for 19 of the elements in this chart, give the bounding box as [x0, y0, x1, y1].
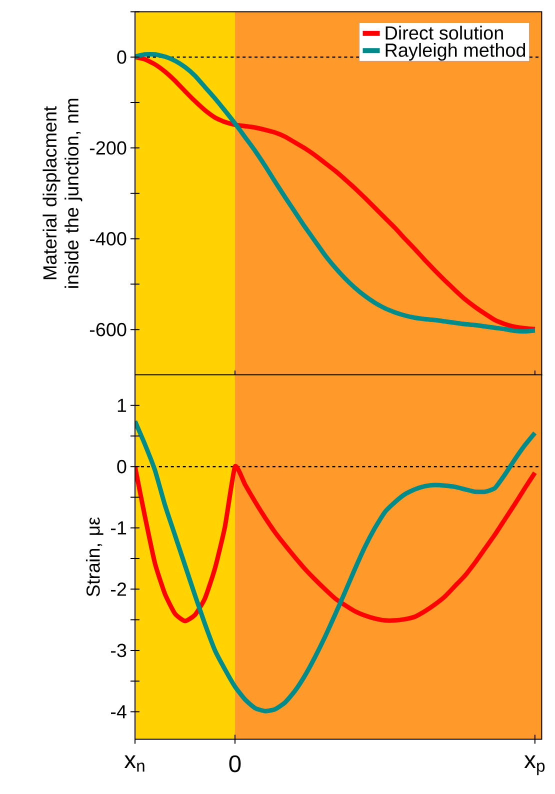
line-series	[135, 419, 538, 714]
legend-label: Rayleigh method	[386, 42, 526, 61]
y-axis-title: Material displacment inside the junction, nm	[42, 98, 82, 288]
y-tick-label: -600	[90, 322, 126, 336]
y-tick-label: 0	[117, 460, 126, 474]
legend-label: Direct solution	[386, 26, 503, 40]
x-tick-label: x$_{p}$	[524, 755, 545, 776]
line-series	[135, 464, 538, 624]
y-tick-label: -1	[110, 521, 126, 534]
x-tick-label: x$_{n}$	[124, 755, 144, 772]
y-axis-title: Strain, με	[86, 517, 104, 596]
y-tick-label: -400	[90, 232, 126, 246]
y-tick-label: 1	[118, 398, 126, 412]
y-tick-label: -3	[110, 644, 126, 658]
y-tick-label: -4	[110, 705, 126, 718]
x-tick-label: 0	[229, 755, 241, 772]
y-tick-label: 0	[117, 50, 126, 64]
y-tick-label: -200	[90, 141, 126, 155]
y-tick-label: -2	[110, 582, 126, 596]
